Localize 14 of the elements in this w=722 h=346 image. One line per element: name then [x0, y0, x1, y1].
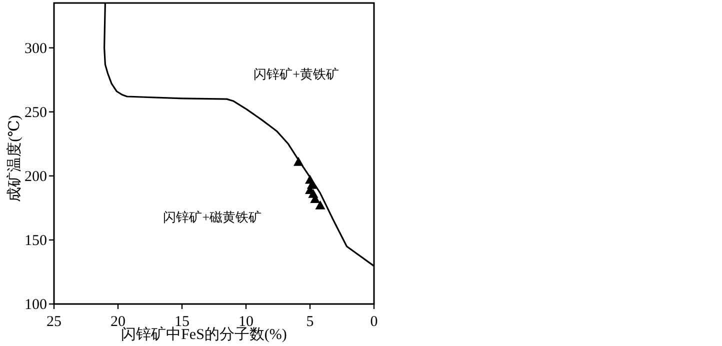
annotation: 闪锌矿+磁黄铁矿: [163, 210, 262, 225]
annotation: 闪锌矿+黄铁矿: [254, 66, 339, 82]
y-tick-label: 300: [24, 40, 47, 57]
y-axis-title: 成矿温度(℃): [6, 115, 23, 202]
y-tick-label: 100: [24, 297, 47, 313]
x-tick-label: 5: [306, 314, 314, 330]
y-tick-label: 150: [24, 232, 47, 249]
x-tick-label: 15: [174, 314, 190, 330]
x-tick-label: 0: [370, 314, 378, 330]
y-tick-label: 250: [24, 104, 47, 121]
point: [315, 200, 326, 210]
x-tick-label: 25: [46, 314, 62, 330]
y-tick-label: 200: [24, 168, 47, 185]
point: [293, 156, 304, 166]
